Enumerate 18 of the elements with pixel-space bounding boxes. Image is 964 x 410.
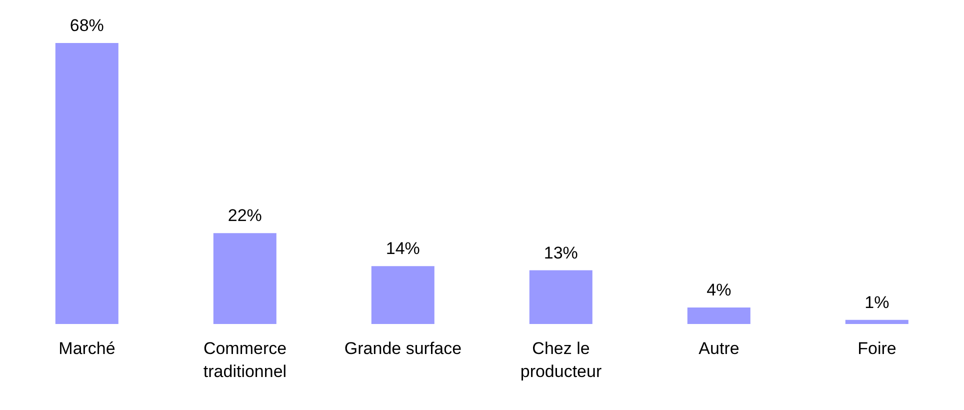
data-label: 4%	[706, 280, 732, 300]
bar	[213, 233, 276, 324]
x-tick-label: Grande surface	[344, 339, 462, 358]
data-label: 13%	[544, 243, 578, 262]
bar	[687, 307, 750, 324]
data-label: 14%	[386, 239, 420, 258]
bar	[55, 43, 118, 324]
data-label: 22%	[228, 206, 262, 226]
x-tick-label: Autre	[698, 339, 740, 358]
data-label: 1%	[864, 292, 890, 312]
x-tick-label: Commerce traditionnel	[203, 339, 287, 381]
x-tick-label: Foire	[858, 339, 896, 358]
x-tick-label: Marché	[58, 339, 116, 358]
data-label: 68%	[70, 16, 104, 35]
bar	[845, 320, 908, 324]
bar	[371, 266, 434, 324]
x-tick-label: Chez le producteur	[520, 339, 602, 381]
bar	[529, 270, 592, 324]
